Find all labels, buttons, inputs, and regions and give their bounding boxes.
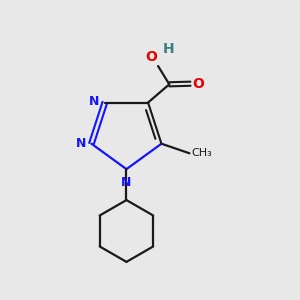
- Text: O: O: [193, 77, 204, 91]
- Text: CH₃: CH₃: [191, 148, 212, 158]
- Text: N: N: [89, 94, 100, 108]
- Text: H: H: [163, 42, 174, 56]
- Text: N: N: [76, 137, 86, 150]
- Text: N: N: [121, 176, 132, 189]
- Text: O: O: [145, 50, 157, 64]
